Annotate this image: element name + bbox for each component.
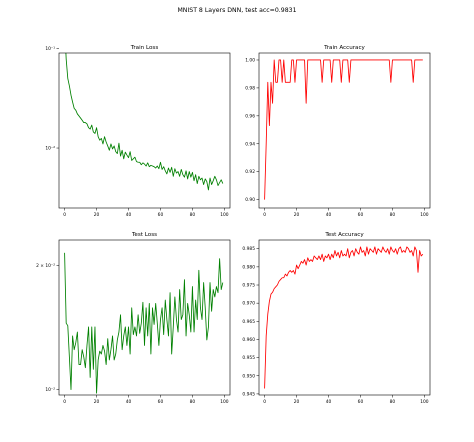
x-tick-label: 100	[220, 399, 229, 405]
x-tick-label: 60	[358, 399, 364, 405]
figure-suptitle: MNIST 8 Layers DNN, test acc=0.9831	[177, 7, 296, 14]
y-tick-label: 0.985	[242, 246, 255, 252]
x-tick-label: 60	[158, 212, 164, 218]
y-tick-label: 0.945	[242, 391, 255, 397]
y-tick-label: 0.96	[245, 113, 255, 119]
y-tick-label: 0.965	[242, 319, 255, 325]
y-tick-label: 0.955	[242, 355, 255, 361]
x-tick-label: 0	[263, 399, 266, 405]
x-tick-label: 0	[263, 212, 266, 218]
x-tick-label: 80	[190, 399, 196, 405]
x-tick-label: 40	[326, 212, 332, 218]
y-tick-label: 10⁻²	[45, 387, 55, 393]
y-tick-label: 0.92	[245, 169, 255, 175]
x-tick-label: 80	[190, 212, 196, 218]
y-tick-label: 0.98	[245, 85, 255, 91]
x-tick-label: 40	[126, 212, 132, 218]
y-tick-label: 0.980	[242, 264, 255, 270]
test-loss-title: Test Loss	[131, 232, 157, 238]
x-tick-label: 100	[420, 212, 429, 218]
x-tick-label: 0	[63, 399, 66, 405]
x-tick-label: 40	[126, 399, 132, 405]
x-tick-label: 20	[94, 399, 100, 405]
y-tick-label: 1.00	[245, 57, 255, 63]
x-tick-label: 60	[158, 399, 164, 405]
x-tick-label: 0	[63, 212, 66, 218]
x-tick-label: 20	[94, 212, 100, 218]
x-tick-label: 80	[390, 212, 396, 218]
y-tick-label: 0.970	[242, 301, 255, 307]
y-tick-label: 0.90	[245, 197, 255, 203]
x-tick-label: 100	[420, 399, 429, 405]
x-tick-label: 60	[358, 212, 364, 218]
y-tick-label: 0.950	[242, 373, 255, 379]
x-tick-label: 40	[326, 399, 332, 405]
test-accuracy-title: Test Accuracy	[324, 232, 364, 238]
y-tick-label: 0.94	[245, 141, 255, 147]
x-tick-label: 20	[294, 212, 300, 218]
y-tick-label: 2 × 10⁻²	[36, 263, 55, 269]
x-tick-label: 20	[294, 399, 300, 405]
y-tick-label: 0.960	[242, 337, 255, 343]
y-tick-label: 0.975	[242, 283, 255, 289]
y-tick-label: 10⁻¹	[45, 46, 55, 52]
train-loss-title: Train Loss	[130, 45, 159, 51]
x-tick-label: 100	[220, 212, 229, 218]
x-tick-label: 80	[390, 399, 396, 405]
y-tick-label: 10⁻²	[45, 146, 55, 152]
train-accuracy-title: Train Accuracy	[323, 45, 365, 51]
